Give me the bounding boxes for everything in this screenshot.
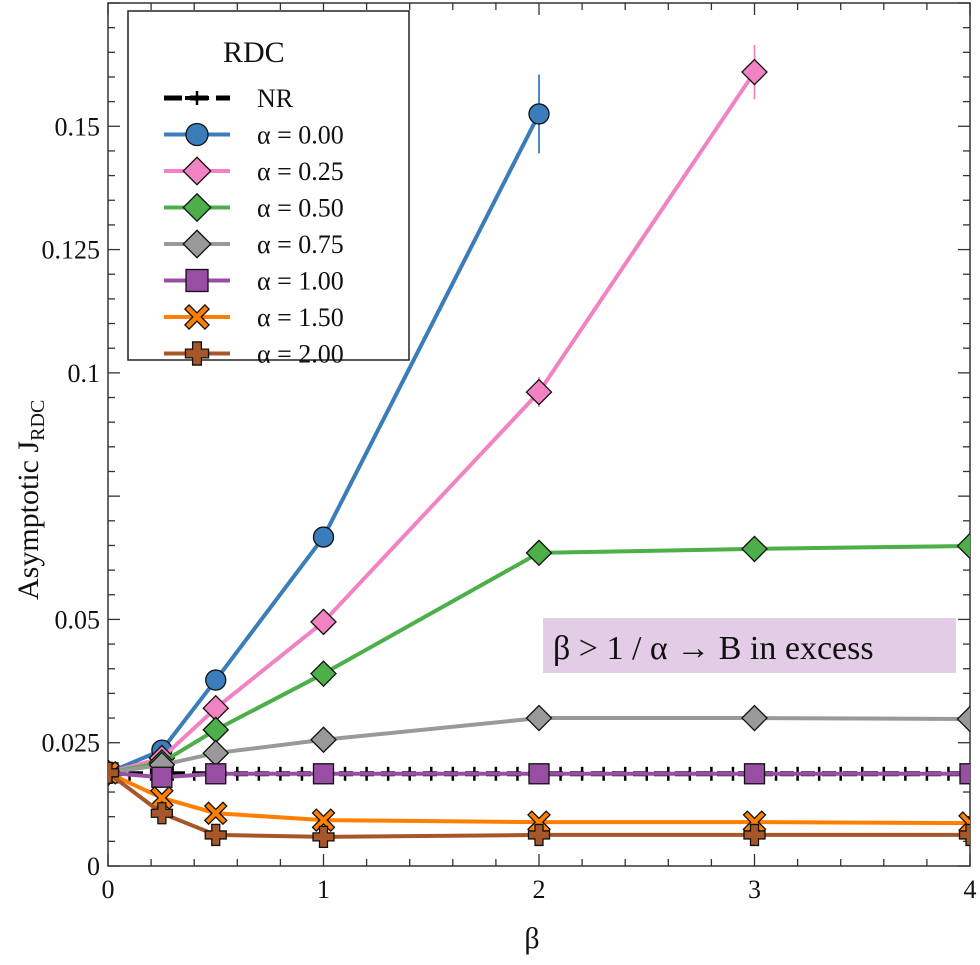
data-point	[525, 704, 553, 732]
legend-item[interactable]: α = 1.50	[164, 303, 344, 332]
legend-item[interactable]: NR	[164, 84, 294, 113]
legend-item[interactable]: α = 0.75	[164, 229, 344, 259]
annotation-box	[543, 618, 956, 673]
y-axis-label-main: Asymptotic J	[12, 441, 45, 600]
axis-labels: β Asymptotic JRDC	[12, 400, 540, 955]
legend-swatch-marker	[183, 303, 211, 331]
legend[interactable]: RDC NR α = 0.00 α = 0.25 α = 0.50 α = 0.75 α …	[127, 10, 410, 369]
data-point	[956, 705, 970, 733]
data-point	[528, 763, 550, 785]
legend-item[interactable]: α = 1.00	[164, 267, 344, 296]
data-point	[149, 786, 174, 810]
data-point	[741, 58, 768, 86]
data-point	[108, 761, 120, 784]
legend-title: RDC	[223, 36, 285, 69]
legend-label: α = 1.00	[257, 267, 344, 296]
y-axis-label-sub: RDC	[27, 400, 49, 441]
data-point	[527, 823, 551, 847]
data-point	[310, 608, 337, 636]
data-point	[202, 739, 230, 767]
axes: 0 1 2 3 4 0 0.025 0.05 0.1 0.125 0.15	[42, 2, 977, 904]
data-point	[525, 378, 553, 406]
legend-label: α = 0.75	[257, 230, 344, 259]
y-tick-label: 0.025	[42, 729, 101, 758]
legend-swatch-marker	[182, 192, 212, 223]
legend-swatch-marker	[185, 122, 209, 147]
legend-label: α = 0.50	[257, 194, 344, 223]
annotation-text: β > 1 / α → B in excess	[553, 630, 874, 667]
y-tick-label: 0.125	[42, 236, 101, 265]
x-axis-label: β	[524, 922, 539, 955]
x-tick-label: 0	[102, 875, 115, 904]
data-point	[150, 802, 174, 825]
legend-item[interactable]: α = 0.50	[164, 192, 344, 223]
legend-swatch-marker	[184, 341, 210, 366]
data-point	[205, 669, 227, 691]
data-point	[312, 825, 335, 849]
data-point	[151, 766, 173, 788]
data-point	[310, 660, 337, 688]
data-point	[958, 823, 970, 847]
series--2.00	[108, 761, 970, 849]
data-point	[202, 716, 230, 744]
x-tick-label: 4	[964, 875, 977, 904]
data-point	[310, 726, 337, 754]
data-point	[743, 823, 766, 847]
legend-item[interactable]: α = 2.00	[164, 340, 344, 369]
data-point	[525, 539, 553, 567]
legend-item[interactable]: α = 0.25	[164, 156, 344, 186]
legend-label: α = 2.00	[257, 340, 344, 369]
data-point	[741, 704, 768, 732]
legend-box	[127, 10, 410, 361]
legend-label: α = 0.25	[257, 157, 344, 186]
data-point	[311, 808, 336, 833]
data-point	[312, 526, 335, 548]
data-point	[528, 103, 550, 125]
y-tick-label: 0.15	[55, 112, 101, 141]
legend-label: NR	[257, 84, 294, 113]
y-tick-label: 0.05	[55, 605, 101, 634]
series--1.00	[108, 762, 970, 788]
data-point	[956, 532, 970, 560]
data-point	[203, 801, 228, 826]
data-point	[205, 763, 227, 785]
legend-swatch-marker	[182, 229, 212, 259]
legend-swatch-marker	[182, 156, 212, 186]
legend-label: α = 0.00	[257, 121, 344, 150]
data-point	[959, 763, 970, 785]
legend-swatch-marker	[185, 268, 209, 293]
x-tick-label: 3	[748, 875, 761, 904]
data-point	[741, 535, 768, 563]
legend-item[interactable]: α = 0.00	[164, 121, 344, 150]
series--1.50	[108, 760, 970, 836]
annotation: β > 1 / α → B in excess	[543, 618, 956, 673]
series-layer	[108, 44, 970, 849]
x-tick-label: 1	[317, 875, 330, 904]
x-tick-label: 2	[533, 875, 546, 904]
legend-label: α = 1.50	[257, 303, 344, 332]
data-point	[204, 823, 227, 847]
y-tick-label: 0.1	[68, 359, 101, 388]
data-point	[743, 763, 766, 785]
y-tick-label: 0	[87, 852, 100, 881]
y-axis-label: Asymptotic JRDC	[12, 400, 49, 600]
data-point	[312, 763, 335, 785]
